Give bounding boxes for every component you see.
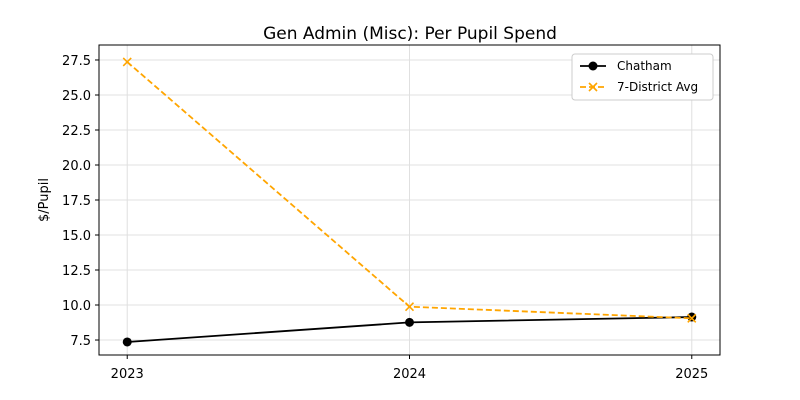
legend: Chatham 7-District Avg [571, 53, 714, 101]
y-tick-label: 10.0 [62, 299, 91, 314]
y-tick-label: 27.5 [62, 54, 91, 69]
plot-frame [98, 44, 721, 356]
data-point [122, 57, 132, 67]
data-point [404, 302, 415, 312]
data-point [687, 312, 697, 322]
data-point [405, 317, 414, 327]
legend-box [571, 53, 714, 101]
y-tick-label: 22.5 [62, 124, 91, 139]
x-tick-label: 2023 [111, 367, 144, 382]
y-tick-label: 15.0 [62, 229, 91, 244]
y-tick-label: 12.5 [62, 264, 91, 279]
y-tick-label: 7.5 [70, 334, 91, 349]
legend-label: 7-District Avg [617, 80, 698, 94]
y-tick-label: 17.5 [62, 194, 91, 209]
legend-label: Chatham [617, 59, 672, 73]
y-tick-label: 25.0 [62, 89, 91, 104]
data-point [122, 337, 132, 347]
chart-title: Gen Admin (Misc): Per Pupil Spend [263, 24, 557, 44]
y-axis-label: $/Pupil [37, 178, 52, 222]
data-point [687, 313, 697, 323]
x-tick-label: 2025 [675, 367, 708, 382]
legend-marker [588, 82, 598, 92]
x-tick-label: 2024 [393, 367, 426, 382]
legend-marker [588, 61, 598, 71]
y-tick-label: 20.0 [62, 159, 91, 174]
